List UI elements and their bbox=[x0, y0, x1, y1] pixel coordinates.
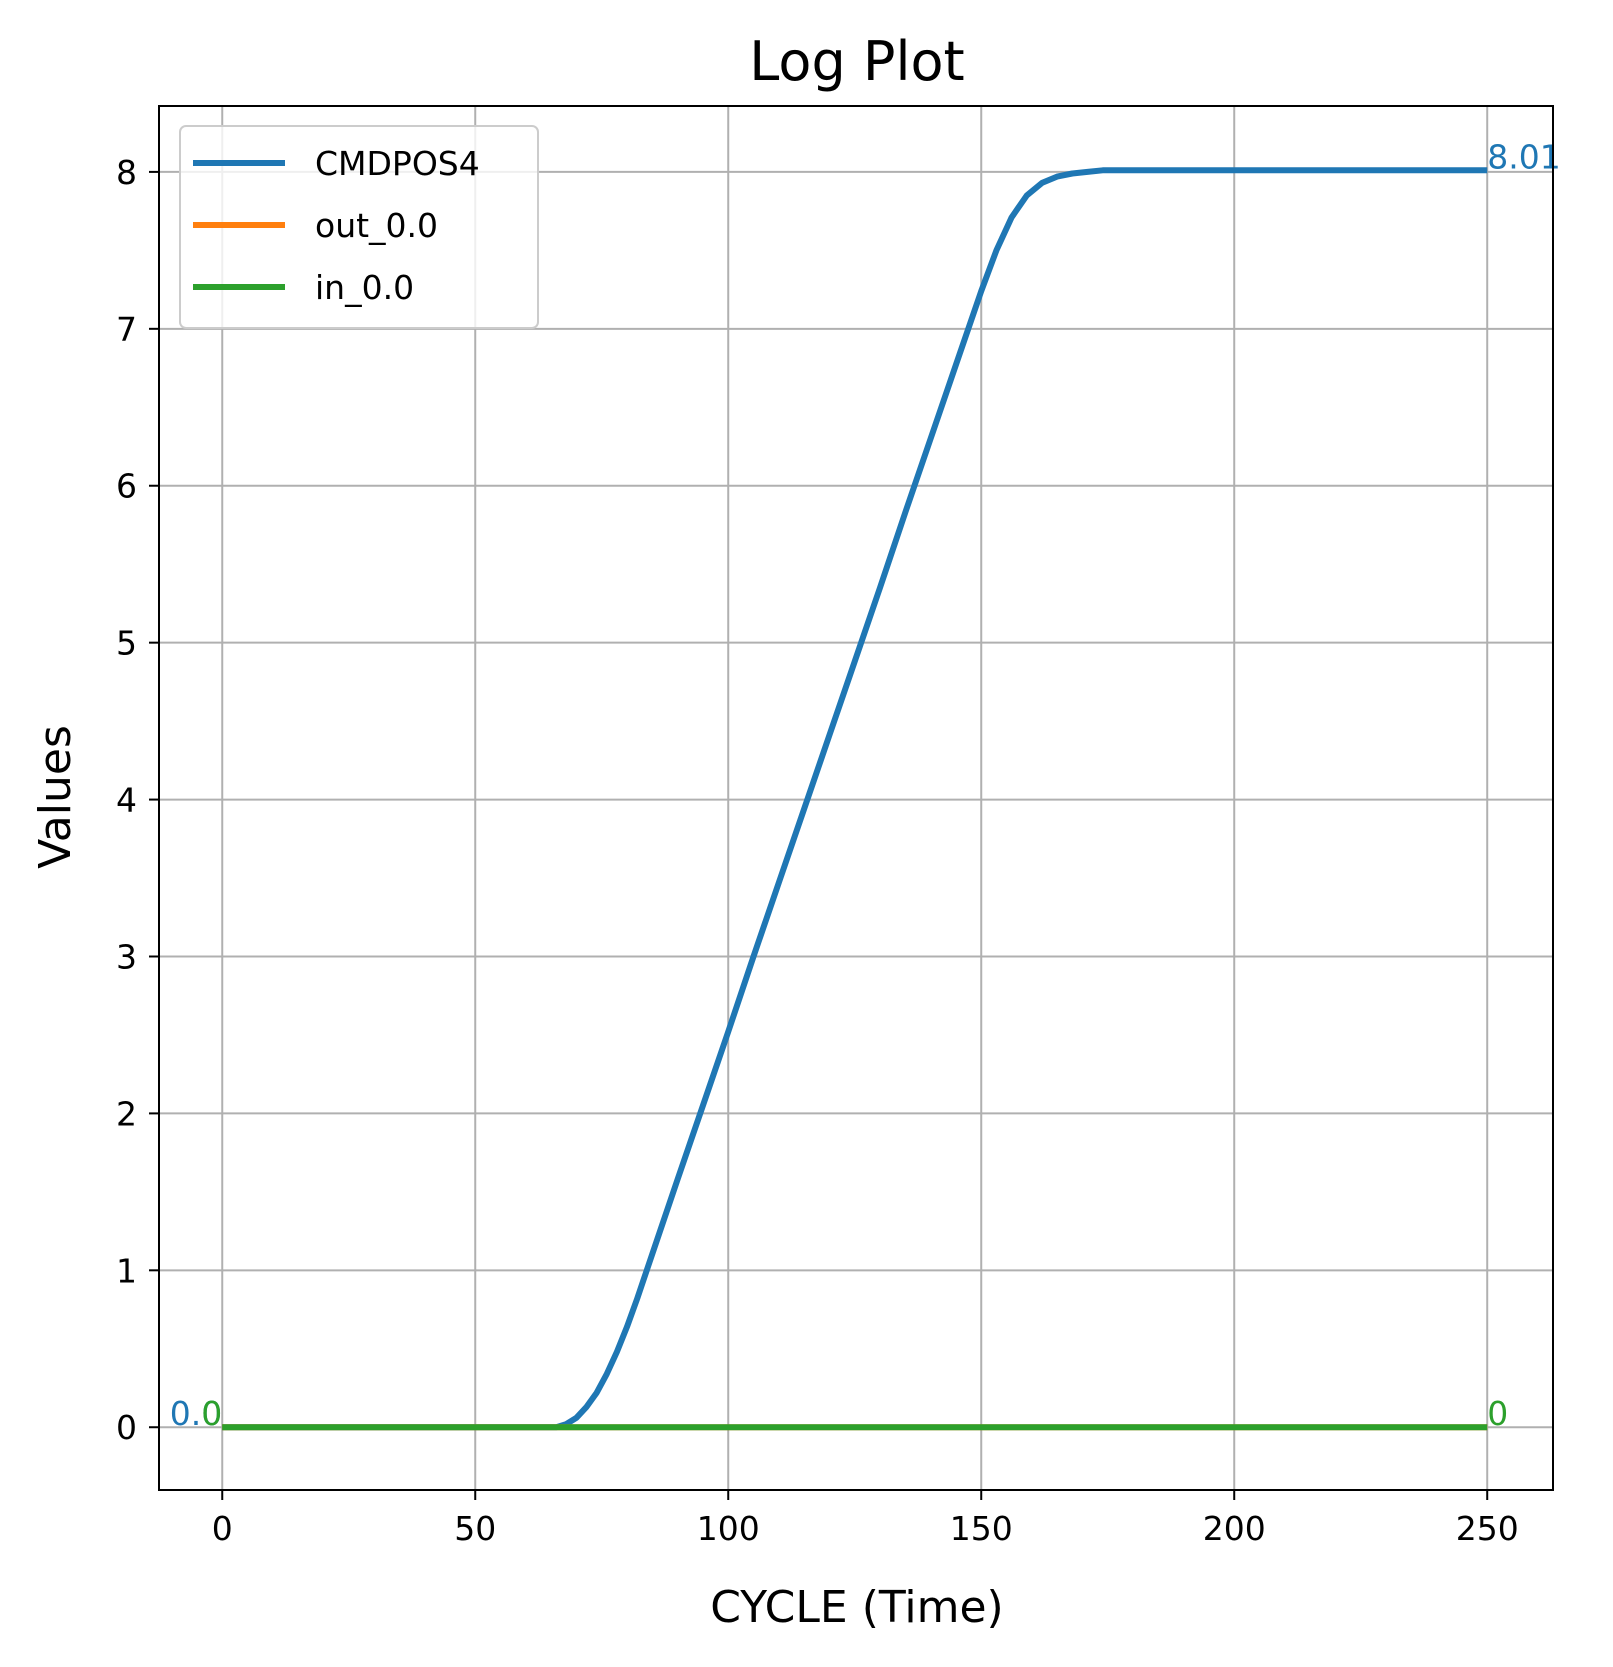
grid bbox=[159, 106, 1553, 1490]
x-tick-label: 100 bbox=[697, 1509, 760, 1548]
legend-label: out_0.0 bbox=[315, 206, 438, 245]
x-axis: 0 50 100 150 200 250 bbox=[212, 1490, 1519, 1548]
y-tick-label: 8 bbox=[116, 153, 137, 192]
y-tick-label: 3 bbox=[116, 937, 137, 976]
y-tick-label: 2 bbox=[116, 1094, 137, 1133]
x-tick-label: 250 bbox=[1456, 1509, 1519, 1548]
end-value-label: 0.0 bbox=[170, 1394, 222, 1433]
x-tick-label: 200 bbox=[1203, 1509, 1266, 1548]
y-tick-label: 5 bbox=[116, 624, 137, 663]
x-tick-label: 0 bbox=[212, 1509, 233, 1548]
plot-frame bbox=[158, 105, 1554, 1491]
legend: CMDPOS4 out_0.0 in_0.0 bbox=[179, 125, 539, 329]
x-axis-label: CYCLE (Time) bbox=[710, 1582, 1003, 1633]
legend-label: CMDPOS4 bbox=[315, 144, 480, 183]
chart-title: Log Plot bbox=[749, 30, 964, 93]
y-tick-label: 0 bbox=[116, 1408, 137, 1447]
end-value-label: 0 bbox=[1487, 1394, 1508, 1433]
y-tick-label: 6 bbox=[116, 467, 137, 506]
x-tick-label: 150 bbox=[950, 1509, 1013, 1548]
end-value-label: 0 bbox=[201, 1394, 222, 1433]
end-value-labels: 8.010.00 0 bbox=[170, 137, 1561, 1433]
series-line-0 bbox=[222, 167, 1488, 1431]
legend-box bbox=[179, 125, 539, 329]
y-tick-label: 1 bbox=[116, 1251, 137, 1290]
y-axis-label: Values bbox=[30, 725, 81, 869]
legend-label: in_0.0 bbox=[315, 268, 414, 307]
end-value-label: 8.01 bbox=[1487, 137, 1560, 176]
x-tick-label: 50 bbox=[454, 1509, 496, 1548]
y-tick-label: 7 bbox=[116, 310, 137, 349]
series-lines bbox=[222, 167, 1488, 1431]
y-tick-label: 4 bbox=[116, 781, 137, 820]
y-axis: 0 1 2 3 4 5 6 7 8 bbox=[116, 153, 159, 1447]
